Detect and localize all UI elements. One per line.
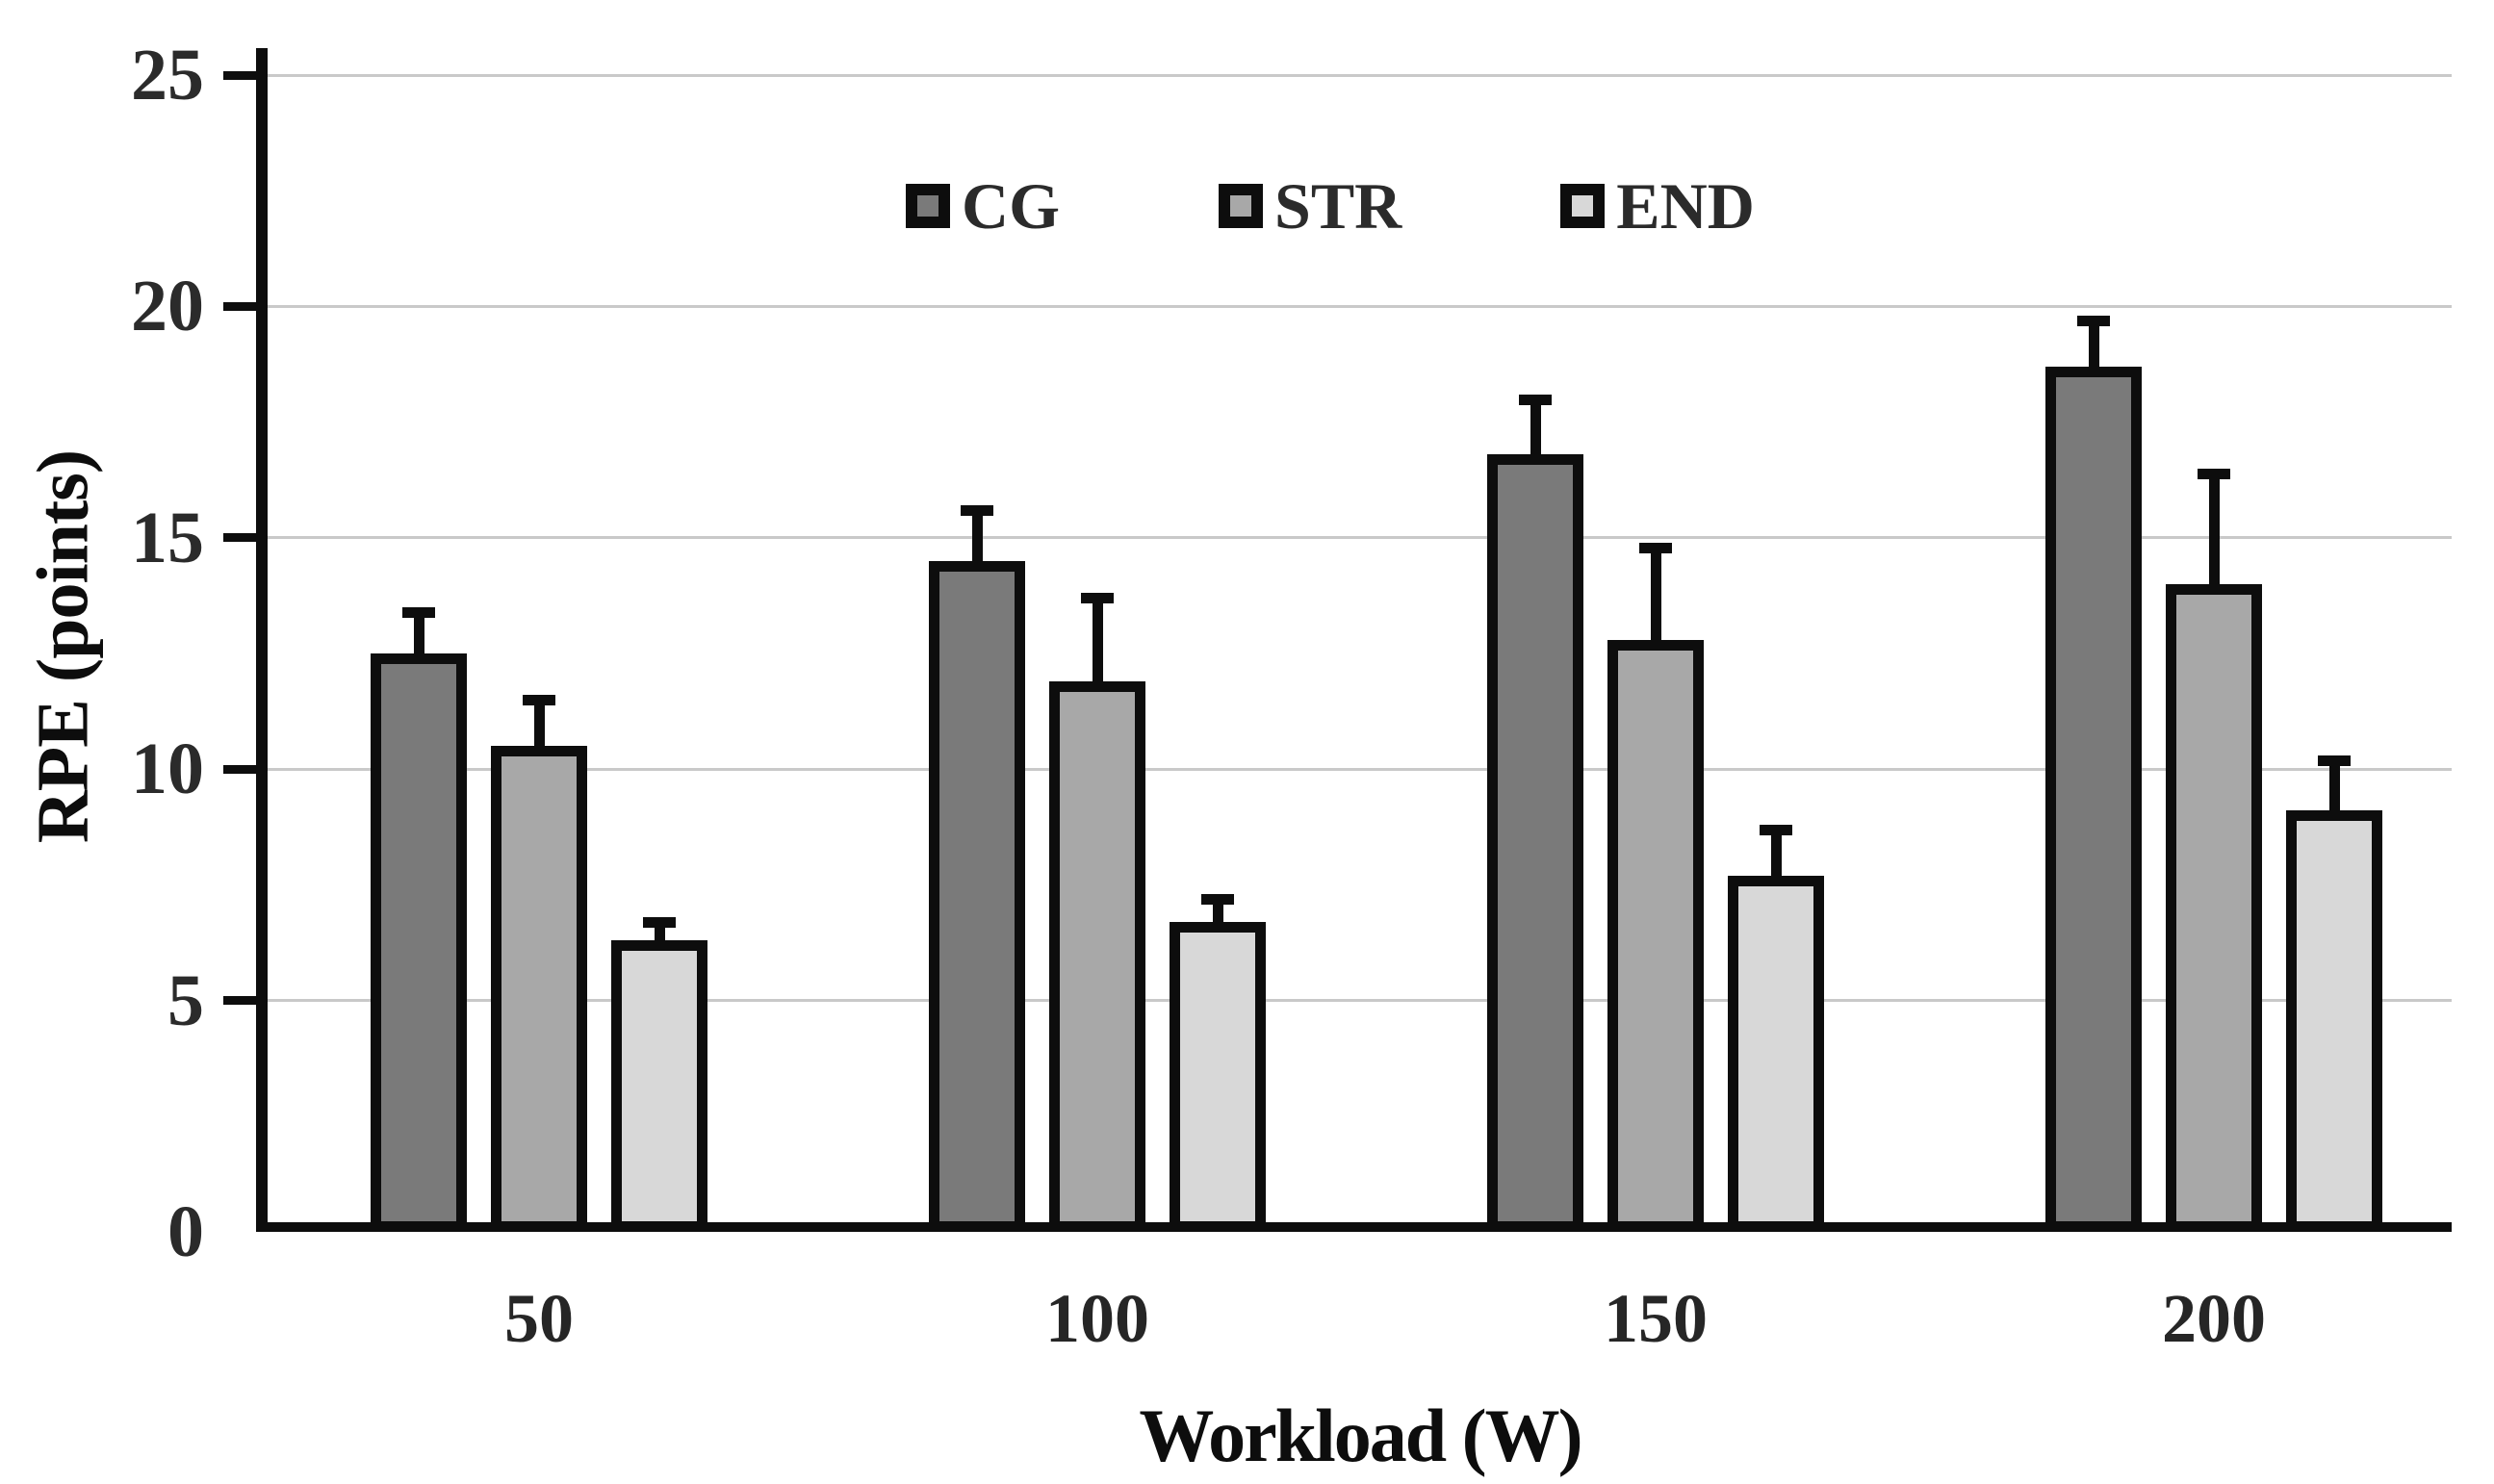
error-bar-end-50	[655, 917, 665, 946]
y-tick-label-20: 20	[131, 266, 204, 346]
bar-end-150	[1728, 876, 1824, 1232]
y-tick-5	[223, 996, 256, 1005]
legend-label-cg: CG	[962, 169, 1060, 243]
error-bar-cg-150	[1530, 395, 1541, 461]
bar-str-150	[1607, 640, 1704, 1232]
legend-item-str: STR	[1219, 173, 1401, 239]
legend-marker-cg-icon	[906, 184, 950, 228]
y-tick-label-25: 25	[131, 35, 204, 115]
error-cap-cg-200	[2077, 316, 2110, 326]
error-bar-end-200	[2329, 755, 2340, 817]
x-axis-line	[256, 1222, 2452, 1232]
y-tick-20	[223, 302, 256, 311]
legend: CG STR END	[906, 173, 1755, 239]
y-axis-line	[256, 48, 268, 1232]
error-bar-str-150	[1651, 543, 1661, 646]
error-bar-cg-50	[414, 607, 424, 659]
bar-cg-200	[2045, 367, 2142, 1232]
error-cap-str-100	[1081, 593, 1114, 603]
legend-marker-str-icon	[1219, 184, 1263, 228]
gridline-25	[254, 74, 2452, 77]
x-axis-title: Workload (W)	[1139, 1394, 1582, 1477]
legend-label-str: STR	[1274, 169, 1402, 243]
bar-cg-100	[929, 561, 1025, 1232]
x-tick-label-100: 100	[1045, 1280, 1149, 1357]
error-bar-cg-100	[972, 505, 983, 567]
error-cap-end-50	[643, 917, 676, 928]
y-tick-label-0: 0	[167, 1191, 204, 1272]
error-cap-cg-50	[402, 607, 435, 618]
y-tick-25	[223, 71, 256, 80]
error-bar-end-100	[1213, 894, 1223, 928]
y-tick-label-15: 15	[131, 498, 204, 578]
error-cap-cg-150	[1519, 395, 1552, 405]
x-tick-label-150: 150	[1604, 1280, 1708, 1357]
bar-cg-50	[371, 653, 467, 1232]
bar-end-100	[1170, 922, 1266, 1232]
y-tick-label-5: 5	[167, 960, 204, 1041]
bar-str-200	[2166, 584, 2262, 1232]
y-tick-label-10: 10	[131, 729, 204, 809]
error-bar-str-50	[534, 695, 545, 752]
legend-label-end: END	[1616, 169, 1755, 243]
bar-str-50	[491, 746, 587, 1232]
error-cap-cg-100	[961, 505, 993, 516]
legend-item-end: END	[1560, 173, 1755, 239]
gridline-15	[254, 536, 2452, 539]
bar-str-100	[1049, 681, 1145, 1232]
legend-item-cg: CG	[906, 173, 1060, 239]
error-cap-end-150	[1760, 825, 1792, 835]
error-cap-str-50	[523, 695, 555, 705]
x-tick-label-50: 50	[504, 1280, 574, 1357]
error-bar-str-200	[2209, 469, 2220, 590]
gridline-5	[254, 999, 2452, 1002]
gridline-20	[254, 305, 2452, 308]
error-cap-str-150	[1639, 543, 1672, 553]
error-cap-end-100	[1201, 894, 1234, 905]
error-cap-str-200	[2198, 469, 2230, 479]
error-bar-end-150	[1771, 825, 1782, 882]
bar-cg-150	[1487, 454, 1583, 1232]
gridline-10	[254, 768, 2452, 771]
error-cap-end-200	[2318, 755, 2351, 766]
error-bar-str-100	[1093, 593, 1103, 686]
legend-marker-end-icon	[1560, 184, 1606, 228]
bar-end-50	[611, 940, 707, 1232]
y-tick-15	[223, 533, 256, 542]
y-tick-10	[223, 765, 256, 774]
bar-end-200	[2286, 810, 2382, 1232]
x-tick-label-200: 200	[2162, 1280, 2266, 1357]
error-bar-cg-200	[2089, 316, 2099, 372]
